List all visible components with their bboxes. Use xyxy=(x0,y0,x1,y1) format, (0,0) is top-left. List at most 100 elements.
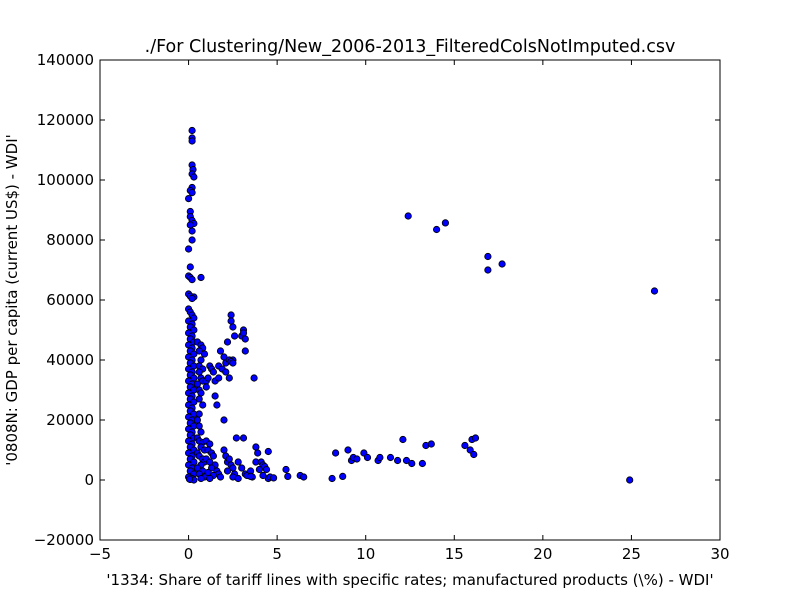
data-point xyxy=(229,323,237,331)
data-point xyxy=(344,446,352,454)
x-tick-label: 25 xyxy=(622,545,641,563)
data-point xyxy=(231,332,239,340)
data-point xyxy=(393,456,402,465)
x-axis-label: '1334: Share of tariff lines with specif… xyxy=(106,571,713,589)
data-point xyxy=(239,329,248,337)
data-point xyxy=(241,335,249,343)
data-point xyxy=(193,416,201,424)
data-point xyxy=(300,473,308,481)
data-point xyxy=(432,225,441,234)
data-point xyxy=(188,137,196,145)
data-point xyxy=(215,374,223,382)
data-point xyxy=(206,440,214,448)
data-point xyxy=(216,347,225,355)
data-point xyxy=(234,474,242,483)
data-point xyxy=(186,221,194,229)
data-point xyxy=(209,368,217,376)
data-point xyxy=(186,263,194,271)
data-point xyxy=(402,456,411,465)
data-point xyxy=(195,368,203,376)
y-tick-label: −20000 xyxy=(34,531,94,549)
data-point xyxy=(188,126,196,135)
data-point xyxy=(399,435,407,444)
data-point xyxy=(386,453,395,462)
data-point xyxy=(188,227,196,235)
data-point xyxy=(484,266,492,274)
x-tick-label: 5 xyxy=(272,545,282,563)
data-point xyxy=(264,447,272,456)
data-point xyxy=(331,449,340,457)
data-point xyxy=(418,459,426,468)
data-point xyxy=(213,401,221,409)
y-tick-label: 100000 xyxy=(37,171,94,189)
data-point xyxy=(185,475,194,483)
data-point xyxy=(206,474,214,483)
data-point xyxy=(234,458,242,466)
data-point xyxy=(250,374,258,382)
data-point xyxy=(223,467,232,475)
data-point xyxy=(441,219,449,227)
points-layer xyxy=(185,126,659,484)
data-point xyxy=(204,374,212,382)
data-point xyxy=(188,189,196,197)
data-point xyxy=(197,428,205,436)
data-point xyxy=(328,474,336,483)
data-point xyxy=(195,422,203,430)
data-point xyxy=(262,465,271,474)
data-point xyxy=(461,441,469,450)
data-point xyxy=(195,395,203,403)
data-point xyxy=(195,410,203,418)
x-tick-label: −5 xyxy=(89,545,111,563)
data-point xyxy=(238,464,246,472)
data-point xyxy=(232,434,240,442)
data-point xyxy=(427,440,435,448)
data-point xyxy=(650,287,659,295)
x-tick-label: 15 xyxy=(445,545,464,563)
data-point xyxy=(282,465,290,474)
data-point xyxy=(269,474,278,482)
ticks-layer: −5 0 5 10 15 20 25 30 −20000 0 20000 40000 60000 8000… xyxy=(34,51,730,563)
y-tick-label: 80000 xyxy=(46,231,94,249)
data-point xyxy=(197,389,205,397)
data-point xyxy=(241,347,249,355)
data-point xyxy=(247,472,255,480)
data-point xyxy=(199,401,207,409)
data-point xyxy=(259,471,267,480)
data-point xyxy=(197,474,205,483)
data-point xyxy=(339,472,347,480)
data-point xyxy=(227,317,235,325)
data-point xyxy=(197,273,205,282)
y-tick-label: 140000 xyxy=(37,51,94,69)
data-point xyxy=(404,212,412,220)
data-point xyxy=(195,347,203,355)
data-point xyxy=(498,260,506,268)
data-point xyxy=(197,356,205,364)
data-point xyxy=(239,434,248,442)
data-point xyxy=(252,443,260,451)
data-point xyxy=(376,453,384,462)
y-axis-label: '0808N: GDP per capita (current US$) - W… xyxy=(3,134,21,466)
data-point xyxy=(222,368,230,376)
x-tick-label: 20 xyxy=(533,545,552,563)
x-tick-label: 30 xyxy=(710,545,729,563)
data-point xyxy=(254,449,262,457)
x-tick-label: 0 xyxy=(184,545,194,563)
data-point xyxy=(185,245,193,253)
data-point xyxy=(227,311,235,319)
data-point xyxy=(408,459,416,468)
data-point xyxy=(216,473,225,481)
data-point xyxy=(209,452,217,460)
data-point xyxy=(229,359,237,367)
data-point xyxy=(188,294,196,303)
data-point xyxy=(353,455,361,463)
data-point xyxy=(211,392,219,400)
data-point xyxy=(225,455,233,463)
data-point xyxy=(484,252,492,261)
data-point xyxy=(470,450,478,459)
data-point xyxy=(190,173,198,181)
data-point xyxy=(188,236,196,244)
data-point xyxy=(363,453,372,462)
chart-title: ./For Clustering/New_2006-2013_FilteredC… xyxy=(145,37,676,57)
